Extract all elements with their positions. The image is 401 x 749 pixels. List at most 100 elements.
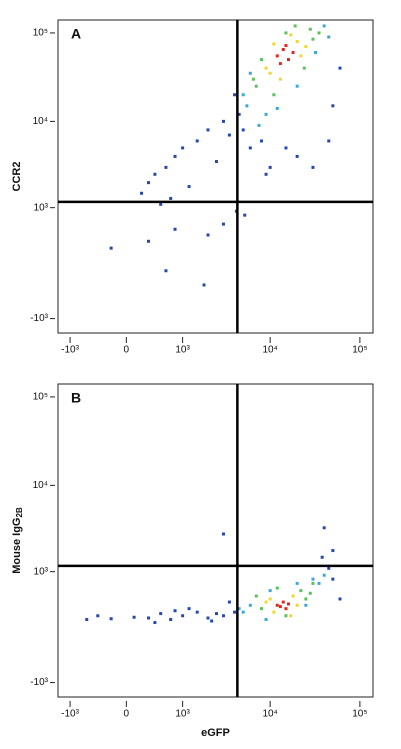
x-tick-label: 10⁵ xyxy=(352,345,367,356)
event-dot xyxy=(254,84,258,88)
y-tick-label: 10⁵ xyxy=(33,392,48,403)
event-dot xyxy=(251,77,255,81)
event-dot xyxy=(181,614,185,618)
y-tick-label: 10³ xyxy=(34,202,49,213)
event-dot xyxy=(268,597,272,601)
event-dot xyxy=(243,213,247,217)
event-dot xyxy=(278,605,282,609)
event-dot xyxy=(159,612,163,616)
event-dot xyxy=(227,133,231,137)
event-dot xyxy=(304,603,308,607)
event-dot xyxy=(257,123,261,127)
x-tick-label: 10³ xyxy=(175,345,190,356)
event-dot xyxy=(147,616,151,620)
x-tick-label: 10⁵ xyxy=(352,709,367,720)
event-dot xyxy=(96,614,100,618)
event-dot xyxy=(308,27,312,31)
y-tick-label: 10⁴ xyxy=(33,116,48,127)
event-dot xyxy=(275,586,279,590)
event-dot xyxy=(299,589,303,593)
y-axis-label-sub: 2B xyxy=(15,507,24,517)
y-axis-label: Mouse IgG2B xyxy=(11,507,24,574)
event-dot xyxy=(237,607,241,611)
event-dot xyxy=(295,40,299,44)
event-dot xyxy=(295,603,299,607)
event-dot xyxy=(327,139,331,143)
event-dot xyxy=(284,614,288,618)
event-dot xyxy=(227,600,231,604)
event-dot xyxy=(264,66,268,70)
event-dot xyxy=(289,614,293,618)
event-dot xyxy=(272,610,276,614)
event-dot xyxy=(248,146,252,150)
panel-label: B xyxy=(71,390,81,406)
event-dot xyxy=(245,104,249,108)
event-dot xyxy=(248,71,252,75)
panel-label: A xyxy=(71,26,81,42)
event-dot xyxy=(268,71,272,75)
event-dot xyxy=(322,573,326,577)
event-dot xyxy=(147,181,151,185)
event-dot xyxy=(187,607,191,611)
event-dot xyxy=(311,577,315,581)
event-dot xyxy=(233,610,237,614)
x-tick-label: -10³ xyxy=(61,709,79,720)
event-dot xyxy=(299,54,303,58)
event-dot xyxy=(322,24,326,28)
event-dot xyxy=(338,597,342,601)
event-dot xyxy=(331,577,335,581)
event-dot xyxy=(173,154,177,158)
event-dot xyxy=(311,581,315,585)
event-dot xyxy=(317,31,321,35)
event-dot xyxy=(284,146,288,150)
x-tick-label: 10⁴ xyxy=(262,709,277,720)
event-dot xyxy=(304,597,308,601)
event-dot xyxy=(338,66,342,70)
event-dot xyxy=(331,549,335,553)
event-dot xyxy=(195,610,199,614)
event-dot xyxy=(268,165,272,169)
event-dot xyxy=(302,66,306,70)
event-dot xyxy=(264,617,268,621)
event-dot xyxy=(109,246,113,250)
event-dot xyxy=(278,62,282,66)
event-dot xyxy=(259,139,263,143)
event-dot xyxy=(233,93,237,97)
y-axis-label: CCR2 xyxy=(11,162,23,192)
event-dot xyxy=(331,104,335,108)
y-tick-label: 10³ xyxy=(34,566,49,577)
y-tick-label: -10³ xyxy=(30,677,48,688)
event-dot xyxy=(322,526,326,530)
event-dot xyxy=(195,139,199,143)
x-tick-label: 0 xyxy=(124,345,130,356)
event-dot xyxy=(173,609,177,613)
event-dot xyxy=(164,165,168,169)
y-tick-label: 10⁵ xyxy=(33,28,48,39)
x-tick-label: 10³ xyxy=(175,709,190,720)
event-dot xyxy=(159,202,163,206)
plot-frame xyxy=(57,19,374,334)
event-dot xyxy=(327,35,331,39)
event-dot xyxy=(206,233,210,237)
x-tick-label: 0 xyxy=(124,709,130,720)
event-dot xyxy=(275,54,279,58)
event-dot xyxy=(320,555,324,559)
event-dot xyxy=(264,112,268,116)
event-dot xyxy=(206,128,210,132)
x-axis-label: eGFP xyxy=(201,727,230,739)
event-dot xyxy=(284,44,288,48)
event-dot xyxy=(181,146,185,150)
x-tick-label: -10³ xyxy=(61,345,79,356)
event-dot xyxy=(140,191,144,195)
event-dot xyxy=(291,594,295,598)
event-dot xyxy=(275,603,279,607)
event-dot xyxy=(268,589,272,593)
event-dot xyxy=(291,51,295,55)
event-dot xyxy=(289,33,293,37)
event-dot xyxy=(85,617,89,621)
event-dot xyxy=(278,77,282,81)
event-dot xyxy=(221,614,225,618)
event-dot xyxy=(210,619,214,623)
event-dot xyxy=(286,602,290,606)
event-dot xyxy=(169,196,173,200)
